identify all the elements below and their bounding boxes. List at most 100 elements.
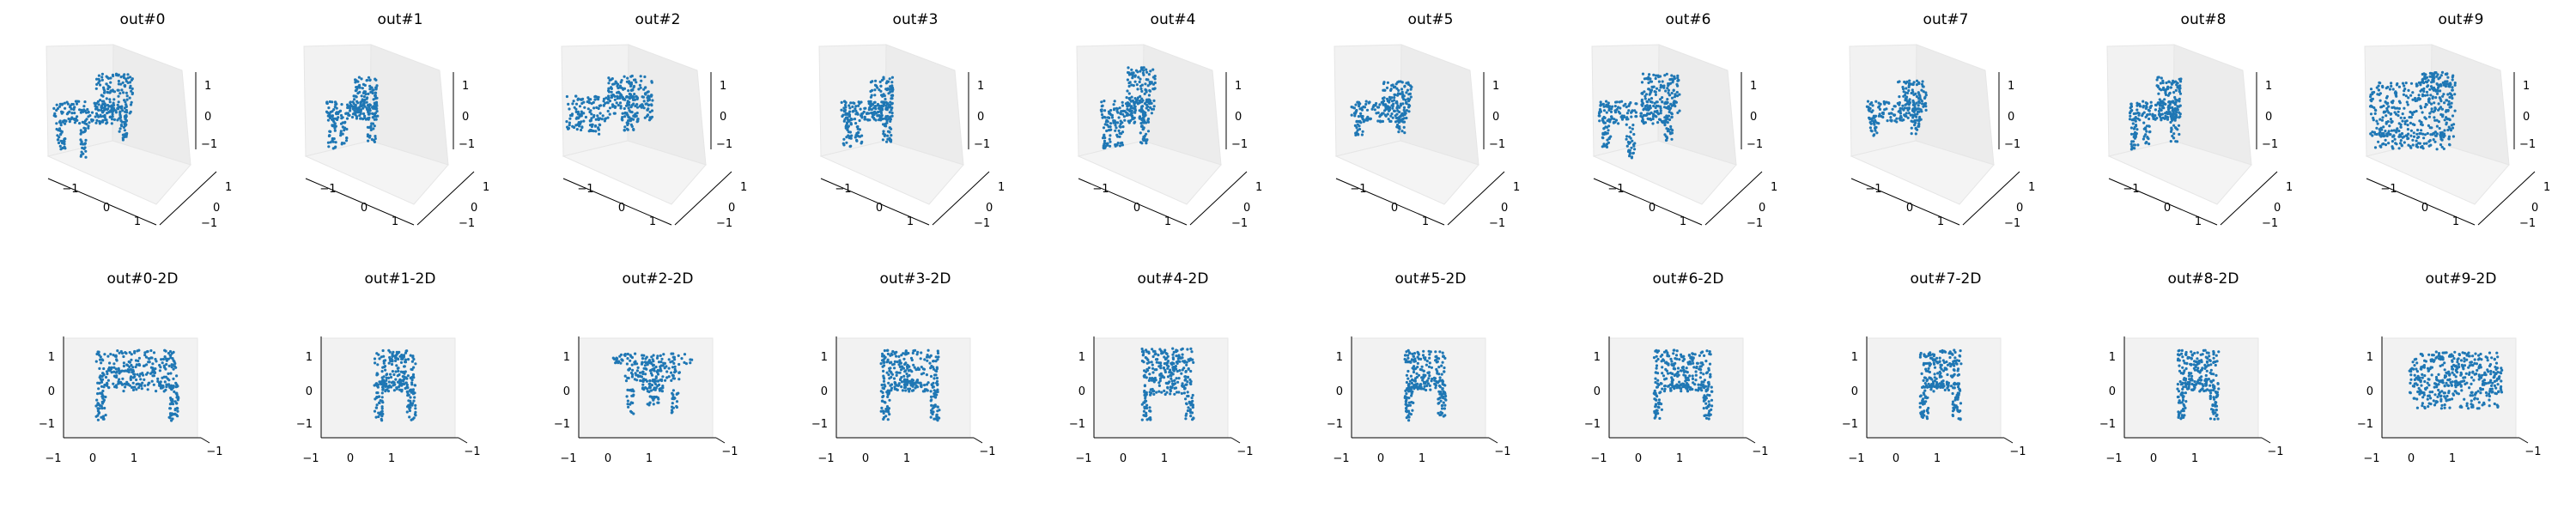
point-marker [79, 129, 82, 132]
point-marker [1361, 114, 1364, 118]
point-marker [2397, 114, 2400, 118]
point-marker [2442, 93, 2445, 96]
point-marker [2436, 88, 2439, 92]
point-marker [399, 360, 404, 364]
point-marker [1911, 116, 1915, 119]
point-marker [137, 359, 140, 363]
point-marker [137, 356, 141, 360]
point-marker [2419, 89, 2422, 93]
point-marker [1102, 146, 1105, 149]
point-marker [1656, 121, 1660, 124]
point-marker [1133, 120, 1137, 124]
point-marker [2385, 134, 2389, 137]
point-marker [2382, 142, 2385, 146]
point-marker [2435, 132, 2439, 136]
point-marker [1647, 81, 1650, 85]
point-marker [881, 391, 884, 394]
point-marker [893, 367, 896, 370]
point-marker [1625, 135, 1629, 138]
point-marker [2373, 108, 2377, 112]
point-marker [114, 109, 118, 112]
y-tick-label: −1 [2262, 217, 2278, 230]
point-marker [2136, 108, 2139, 112]
point-marker [115, 358, 118, 361]
z-tick-label: −1 [1231, 138, 1248, 151]
point-marker [97, 77, 100, 81]
point-marker [2172, 108, 2175, 112]
point-marker [377, 353, 380, 356]
point-marker [138, 363, 142, 367]
point-marker [2433, 72, 2436, 76]
point-marker [574, 124, 578, 127]
point-marker [1138, 100, 1141, 103]
point-marker [854, 107, 857, 111]
point-marker [2165, 81, 2168, 85]
x-tick-label: −1 [45, 452, 61, 465]
point-marker [856, 134, 860, 137]
point-marker [1667, 114, 1671, 118]
point-marker [355, 106, 360, 110]
y-tick-label: 1 [483, 181, 489, 194]
point-marker [885, 371, 889, 374]
point-marker [650, 389, 653, 392]
point-marker [870, 108, 873, 112]
point-marker [100, 104, 104, 107]
point-marker [2390, 120, 2393, 124]
point-marker [1601, 145, 1604, 148]
point-marker [1624, 102, 1627, 106]
point-marker [1103, 100, 1106, 103]
point-marker [2436, 73, 2439, 76]
point-marker [912, 363, 915, 367]
point-marker [934, 355, 938, 359]
point-marker [2389, 112, 2392, 116]
point-marker [1872, 134, 1875, 137]
point-marker [366, 108, 369, 112]
point-marker [365, 79, 368, 82]
point-marker [890, 106, 894, 110]
point-marker [106, 354, 110, 358]
point-marker [1399, 92, 1402, 95]
point-marker [882, 93, 885, 96]
point-marker [102, 100, 106, 103]
point-marker [334, 101, 337, 105]
point-marker [106, 88, 110, 91]
point-marker [897, 354, 901, 358]
point-marker [339, 130, 343, 133]
point-marker [2157, 76, 2160, 79]
point-marker [1173, 382, 1177, 385]
point-marker [881, 138, 884, 142]
point-marker [647, 90, 650, 94]
point-marker [1373, 108, 1376, 112]
point-marker [606, 109, 610, 113]
point-marker [1133, 104, 1136, 107]
point-marker [661, 375, 665, 379]
point-marker [672, 377, 677, 380]
point-marker [1921, 80, 1924, 83]
point-marker [126, 73, 130, 76]
point-marker [1133, 107, 1137, 111]
point-marker [1599, 110, 1602, 113]
point-marker [1655, 74, 1658, 77]
point-marker [890, 76, 894, 79]
point-marker [873, 111, 877, 114]
point-marker [1620, 114, 1624, 118]
point-marker [910, 358, 914, 362]
point-marker [1357, 133, 1360, 136]
point-marker [1356, 129, 1359, 132]
point-marker [2148, 112, 2152, 116]
point-marker [1361, 130, 1364, 133]
point-marker [2371, 92, 2374, 95]
point-marker [2448, 95, 2451, 99]
point-marker [1170, 377, 1173, 380]
point-marker [2391, 88, 2395, 91]
point-marker [2451, 114, 2455, 118]
point-marker [1158, 379, 1162, 383]
point-marker [1631, 124, 1635, 127]
point-marker [2432, 131, 2435, 136]
point-marker [1674, 93, 1677, 96]
point-marker [118, 111, 122, 114]
point-marker [631, 401, 635, 405]
point-marker [1109, 108, 1113, 112]
point-marker [1177, 354, 1181, 358]
back-left-pane [2364, 44, 2433, 157]
